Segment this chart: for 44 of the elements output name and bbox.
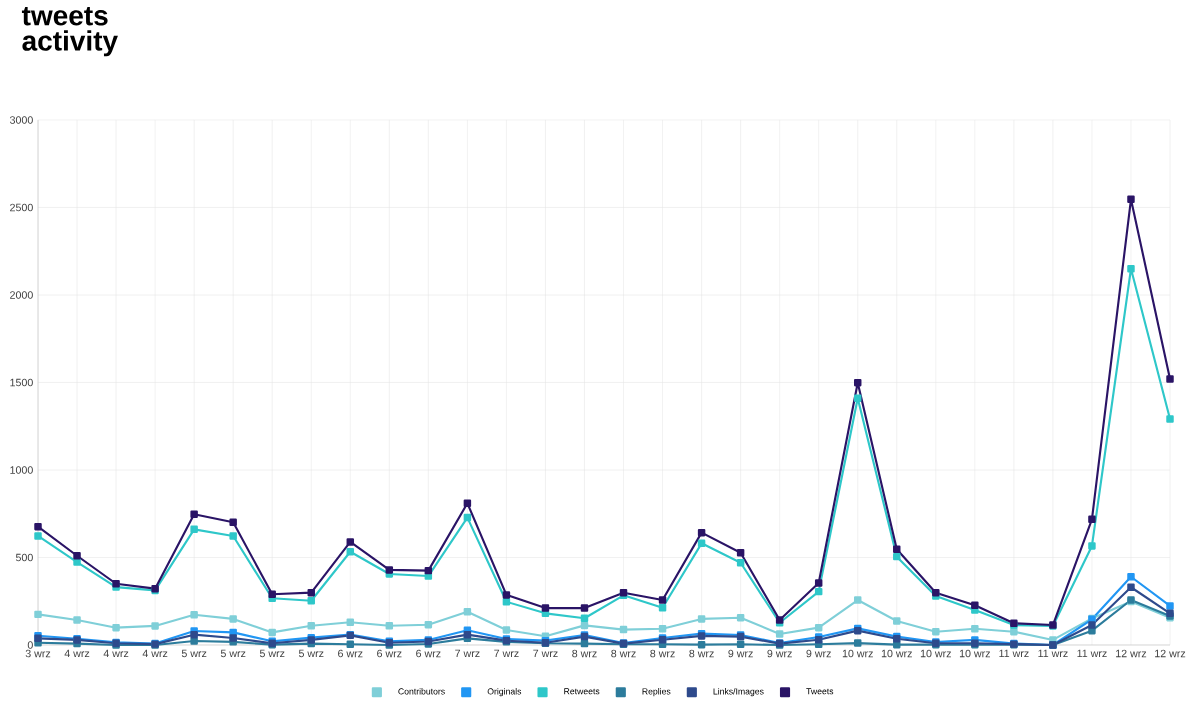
x-tick-label: 8 wrz	[650, 649, 675, 658]
x-tick-label: 6 wrz	[416, 649, 441, 658]
y-tick-label: 2500	[10, 203, 33, 212]
x-tick-label: 6 wrz	[377, 649, 402, 658]
x-tick-label: 8 wrz	[572, 649, 597, 658]
y-tick-label: 500	[15, 553, 33, 562]
x-tick-label: 4 wrz	[103, 649, 129, 658]
legend-label: Replies	[642, 688, 671, 697]
x-tick-label: 10 wrz	[959, 649, 990, 658]
x-tick-label: 11 wrz	[999, 649, 1029, 658]
x-tick-label: 4 wrz	[64, 649, 90, 658]
x-tick-label: 7 wrz	[455, 649, 480, 658]
x-tick-label: 11 wrz	[1077, 649, 1107, 658]
x-tick-label: 9 wrz	[806, 649, 831, 658]
x-tick-label: 5 wrz	[181, 649, 207, 658]
x-tick-label: 8 wrz	[611, 649, 636, 658]
legend-label: Links/Images	[713, 688, 764, 697]
x-tick-label: 11 wrz	[1038, 649, 1068, 658]
x-tick-label: 12 wrz	[1116, 649, 1147, 658]
x-tick-label: 5 wrz	[259, 649, 285, 658]
chart-title: tweets activity	[21, 6, 118, 57]
x-tick-label: 5 wrz	[298, 649, 324, 658]
y-tick-label: 2000	[10, 291, 33, 299]
legend-label: Retweets	[564, 688, 600, 695]
legend-label: Originals	[487, 688, 522, 697]
x-tick-label: 7 wrz	[494, 649, 519, 658]
y-tick-label: 0	[27, 641, 33, 649]
x-tick-label: 4 wrz	[142, 649, 168, 658]
x-tick-label: 10 wrz	[842, 649, 873, 658]
x-tick-label: 10 wrz	[881, 649, 912, 658]
x-tick-label: 5 wrz	[220, 649, 246, 658]
x-tick-label: 9 wrz	[767, 649, 792, 658]
x-tick-label: 9 wrz	[728, 649, 753, 658]
y-tick-label: 3000	[9, 116, 33, 124]
x-tick-label: 8 wrz	[689, 649, 714, 658]
x-tick-label: 3 wrz	[25, 649, 51, 658]
y-tick-label: 1000	[10, 466, 33, 474]
y-tick-label: 1500	[10, 378, 33, 387]
legend-label: Tweets	[806, 688, 834, 695]
x-tick-label: 12 wrz	[1155, 649, 1186, 658]
x-tick-label: 7 wrz	[533, 649, 558, 658]
x-tick-label: 6 wrz	[338, 649, 363, 658]
x-tick-label: 10 wrz	[920, 649, 951, 658]
legend-label: Contributors	[398, 688, 445, 695]
